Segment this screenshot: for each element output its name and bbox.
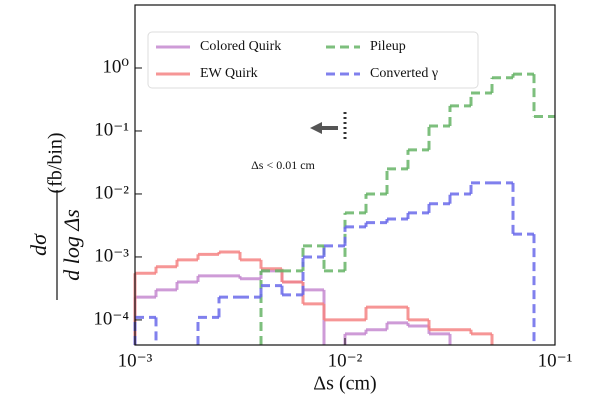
x-axis-label: Δs (cm): [313, 373, 376, 395]
x-tick-label: 10⁻²: [328, 350, 363, 371]
legend-box: [147, 31, 479, 89]
legend-label: EW Quirk: [200, 66, 258, 81]
y-tick-label: 10⁻²: [94, 182, 129, 203]
series: [133, 181, 536, 345]
y-label-denominator: d log Δs: [59, 209, 84, 281]
y-axis-label: dσ d log Δs (fb/bin): [26, 132, 84, 300]
x-tick-label: 10⁻¹: [538, 350, 573, 371]
y-tick-label: 10⁻¹: [94, 119, 129, 140]
y-tick-label: 10⁻³: [94, 245, 129, 266]
annotation: Δs < 0.01 cm: [251, 158, 315, 172]
legend-label: Pileup: [370, 39, 406, 54]
y-label-unit: (fb/bin): [45, 132, 67, 193]
y-tick-label: 10⁰: [102, 56, 129, 77]
series: [133, 250, 494, 345]
legend-label: Colored Quirk: [200, 39, 281, 54]
y-tick-label: 10⁻⁴: [93, 308, 129, 329]
y-label-numerator: dσ: [26, 233, 51, 256]
arrow-head: [310, 122, 322, 134]
x-tick-label: 10⁻³: [118, 350, 153, 371]
legend-label: Converted γ: [370, 66, 438, 81]
